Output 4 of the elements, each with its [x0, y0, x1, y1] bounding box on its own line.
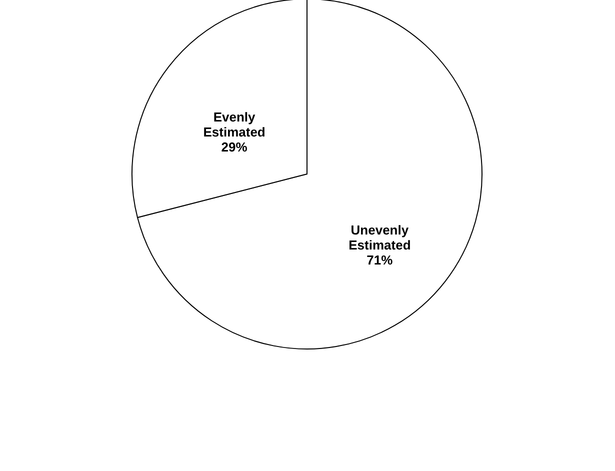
data-label: 71% — [366, 252, 394, 268]
slice-label: Unevenly Estimated — [348, 222, 411, 252]
data-label: 29% — [221, 140, 248, 155]
slice-label: Evenly Estimated — [203, 110, 266, 140]
